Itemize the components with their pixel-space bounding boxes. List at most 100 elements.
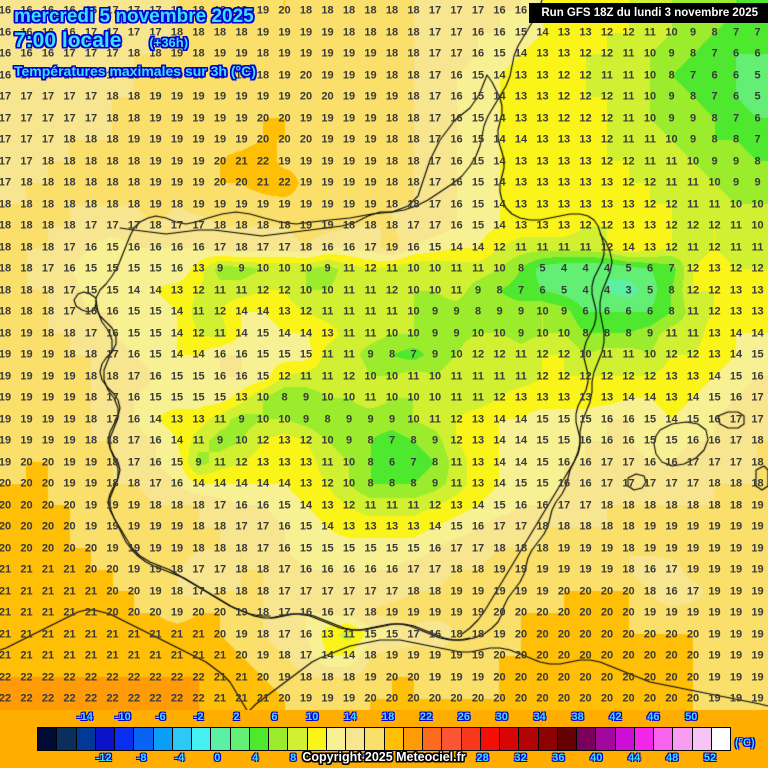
grid-temperature-value: 14 [149,284,162,296]
grid-temperature-value: 19 [428,606,442,619]
grid-temperature-value: 13 [471,456,485,468]
legend-tick-top: 26 [457,711,471,723]
grid-temperature-value: 14 [321,520,334,533]
legend-tick-top: 42 [609,711,622,723]
grid-temperature-value: 11 [515,348,527,361]
grid-temperature-value: 19 [364,112,377,124]
grid-temperature-value: 18 [729,499,743,511]
grid-temperature-value: 20 [514,628,528,640]
grid-temperature-value: 18 [20,219,33,232]
grid-temperature-value: 19 [170,155,184,167]
grid-temperature-value: 18 [385,219,399,232]
grid-temperature-value: 18 [342,671,356,683]
grid-temperature-value: 11 [730,219,742,232]
grid-temperature-value: 16 [450,198,463,210]
grid-temperature-value: 19 [84,456,98,468]
grid-temperature-value: 13 [514,69,528,81]
grid-temperature-value: 15 [149,262,162,275]
grid-temperature-value: 19 [342,133,356,146]
grid-temperature-value: 20 [557,649,571,662]
grid-temperature-value: 9 [517,305,525,318]
grid-temperature-value: 6 [732,90,740,103]
legend-tick-top: 10 [306,711,319,723]
grid-temperature-value: 13 [471,434,485,447]
grid-temperature-value: 17 [493,520,506,533]
grid-temperature-value: 16 [321,241,334,253]
grid-temperature-value: 20 [686,671,700,683]
grid-temperature-value: 16 [729,391,743,404]
grid-temperature-value: 19 [41,434,55,447]
grid-temperature-value: 19 [127,563,141,576]
grid-temperature-value: 11 [192,305,205,318]
grid-temperature-value: 20 [213,155,227,167]
grid-temperature-value: 10 [278,262,291,275]
grid-temperature-value: 17 [428,219,442,232]
grid-temperature-value: 20 [450,692,463,705]
grid-temperature-value: 9 [689,112,697,124]
grid-temperature-value: 18 [213,26,227,38]
grid-temperature-value: 12 [600,370,614,382]
grid-temperature-value: 13 [235,391,248,404]
grid-temperature-value: 17 [84,219,98,232]
model-run-label: Run GFS 18Z du lundi 3 novembre 2025 [541,7,758,19]
grid-temperature-value: 9 [754,176,761,189]
grid-temperature-value: 19 [751,542,764,554]
grid-temperature-value: 22 [106,671,119,683]
grid-temperature-value: 8 [711,112,718,124]
grid-temperature-value: 20 [557,671,571,683]
grid-temperature-value: 20 [20,499,33,511]
legend-tick-top: 22 [419,711,433,723]
grid-temperature-value: 11 [450,284,463,296]
grid-temperature-value: 10 [299,284,313,296]
grid-temperature-value: 19 [729,671,743,683]
grid-temperature-value: 19 [751,606,764,619]
grid-temperature-value: 19 [170,520,184,533]
grid-temperature-value: 11 [407,499,420,511]
weather-map[interactable]: 16 16 16 16 16 17 17 17 18 18 18 18 19 20 18 18 18 18 18 18… [0,0,768,710]
grid-temperature-value: 17 [299,649,313,662]
grid-temperature-value: 9 [689,26,697,38]
grid-temperature-value: 14 [514,133,528,146]
grid-temperature-value: 16 [514,4,528,17]
grid-temperature-value: 16 [84,305,98,318]
grid-temperature-value: 16 [708,434,721,447]
grid-temperature-value: 19 [278,155,291,167]
grid-temperature-value: 17 [84,112,98,124]
grid-temperature-value: 17 [450,542,463,554]
grid-temperature-value: 22 [192,692,205,705]
grid-temperature-value: 20 [0,477,12,490]
grid-temperature-value: 14 [493,456,506,468]
grid-temperature-value: 10 [256,262,270,275]
grid-temperature-value: 20 [579,692,592,705]
grid-temperature-value: 11 [601,348,613,361]
grid-temperature-value: 19 [127,520,141,533]
grid-temperature-value: 13 [536,133,549,146]
grid-temperature-value: 6 [754,47,761,60]
grid-temperature-value: 11 [429,413,441,425]
grid-temperature-value: 18 [256,69,270,81]
grid-temperature-value: 11 [622,47,635,60]
grid-temperature-value: 10 [536,305,549,318]
grid-temperature-value: 19 [0,348,12,361]
grid-temperature-value: 19 [106,542,119,554]
grid-temperature-value: 15 [514,26,528,38]
color-swatch [288,728,308,750]
color-scale-swatches[interactable] [37,727,731,751]
grid-temperature-value: 18 [536,520,549,533]
grid-temperature-value: 19 [428,649,442,662]
grid-temperature-value: 19 [235,47,248,60]
grid-temperature-value: 18 [256,585,270,597]
grid-temperature-value: 18 [385,112,399,124]
grid-temperature-value: 10 [557,327,571,339]
grid-temperature-value: 22 [170,671,184,683]
grid-temperature-value: 19 [364,671,377,683]
grid-temperature-value: 14 [471,499,485,511]
grid-temperature-value: 10 [342,477,356,490]
grid-temperature-value: 18 [708,477,721,490]
grid-temperature-value: 10 [493,327,506,339]
grid-temperature-value: 19 [751,671,764,683]
grid-temperature-value: 18 [84,370,98,382]
grid-temperature-value: 10 [643,69,657,81]
grid-temperature-value: 18 [213,219,227,232]
grid-temperature-value: 16 [0,4,12,17]
